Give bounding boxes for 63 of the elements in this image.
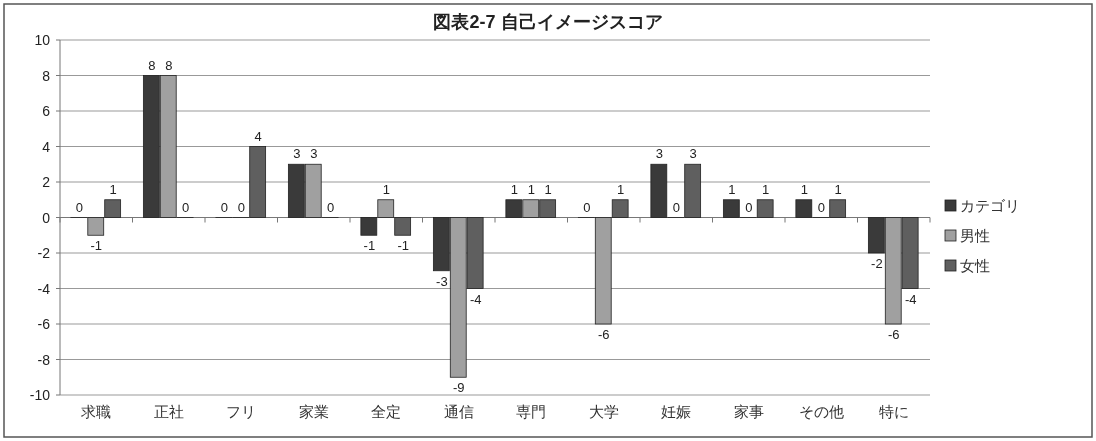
x-tick-label: その他: [798, 403, 844, 420]
data-label: 8: [165, 57, 173, 73]
data-label: 0: [583, 199, 591, 215]
x-tick-label: 家事: [733, 403, 764, 420]
data-label: 1: [800, 181, 808, 197]
x-tick-label: 専門: [516, 403, 547, 420]
data-label: -3: [436, 273, 448, 289]
data-label: 3: [293, 146, 301, 162]
data-label: 0: [817, 199, 825, 215]
data-label: 1: [762, 181, 770, 197]
data-label: 0: [75, 199, 83, 215]
data-label: 1: [382, 181, 390, 197]
data-label: -4: [469, 291, 482, 307]
y-tick-label: -2: [37, 245, 51, 261]
data-label: 3: [689, 146, 697, 162]
data-label: -1: [363, 238, 376, 254]
x-tick-label: 通信: [443, 403, 474, 420]
y-tick-label: 0: [42, 209, 51, 226]
data-label: -6: [597, 327, 610, 342]
y-tick-label: -10: [29, 387, 51, 403]
legend-label: 女性: [960, 257, 990, 274]
data-label: 1: [617, 181, 625, 197]
data-label: 3: [655, 146, 663, 162]
data-label: -2: [871, 256, 883, 271]
y-tick-label: 6: [42, 103, 51, 119]
x-tick-label: 大学: [588, 403, 619, 420]
data-label: 0: [182, 199, 190, 215]
data-label: 0: [745, 199, 753, 215]
x-tick-label: 妊娠: [661, 403, 692, 420]
data-label: 1: [109, 181, 117, 197]
x-tick-label: フリ: [226, 403, 257, 420]
y-tick-label: 10: [34, 32, 51, 48]
x-tick-label: 家業: [298, 403, 329, 420]
y-tick-label: 2: [42, 174, 51, 190]
y-tick-label: -6: [37, 316, 51, 332]
data-label: 0: [220, 199, 228, 215]
data-label: 0: [672, 199, 680, 215]
y-tick-label: 8: [42, 67, 51, 84]
chart-title: 図表2-7 自己イメージスコア: [433, 12, 663, 32]
y-tick-label: -4: [37, 280, 51, 297]
x-tick-label: 全定: [371, 403, 402, 420]
data-label: -9: [452, 380, 465, 396]
y-tick-label: -8: [37, 351, 51, 368]
data-label: 1: [834, 181, 842, 197]
legend-label: カテゴリ: [960, 197, 1020, 214]
x-tick-label: 正社: [153, 403, 184, 420]
x-tick-label: 特に: [878, 403, 909, 420]
data-label: 3: [310, 146, 318, 162]
x-tick-label: 求職: [81, 403, 112, 420]
data-label: 8: [148, 57, 156, 73]
data-label: 4: [254, 128, 262, 144]
legend-label: 男性: [960, 227, 990, 244]
data-label: -1: [397, 238, 409, 254]
data-label: 0: [327, 199, 335, 215]
data-label: 1: [544, 181, 552, 197]
y-tick-label: 4: [42, 138, 51, 155]
data-label: 1: [728, 181, 736, 197]
data-label: -6: [887, 327, 900, 342]
data-label: 0: [237, 199, 245, 215]
data-label: -1: [90, 238, 103, 254]
data-label: -4: [904, 291, 917, 307]
data-label: 1: [510, 181, 518, 197]
data-label: 1: [527, 181, 535, 197]
